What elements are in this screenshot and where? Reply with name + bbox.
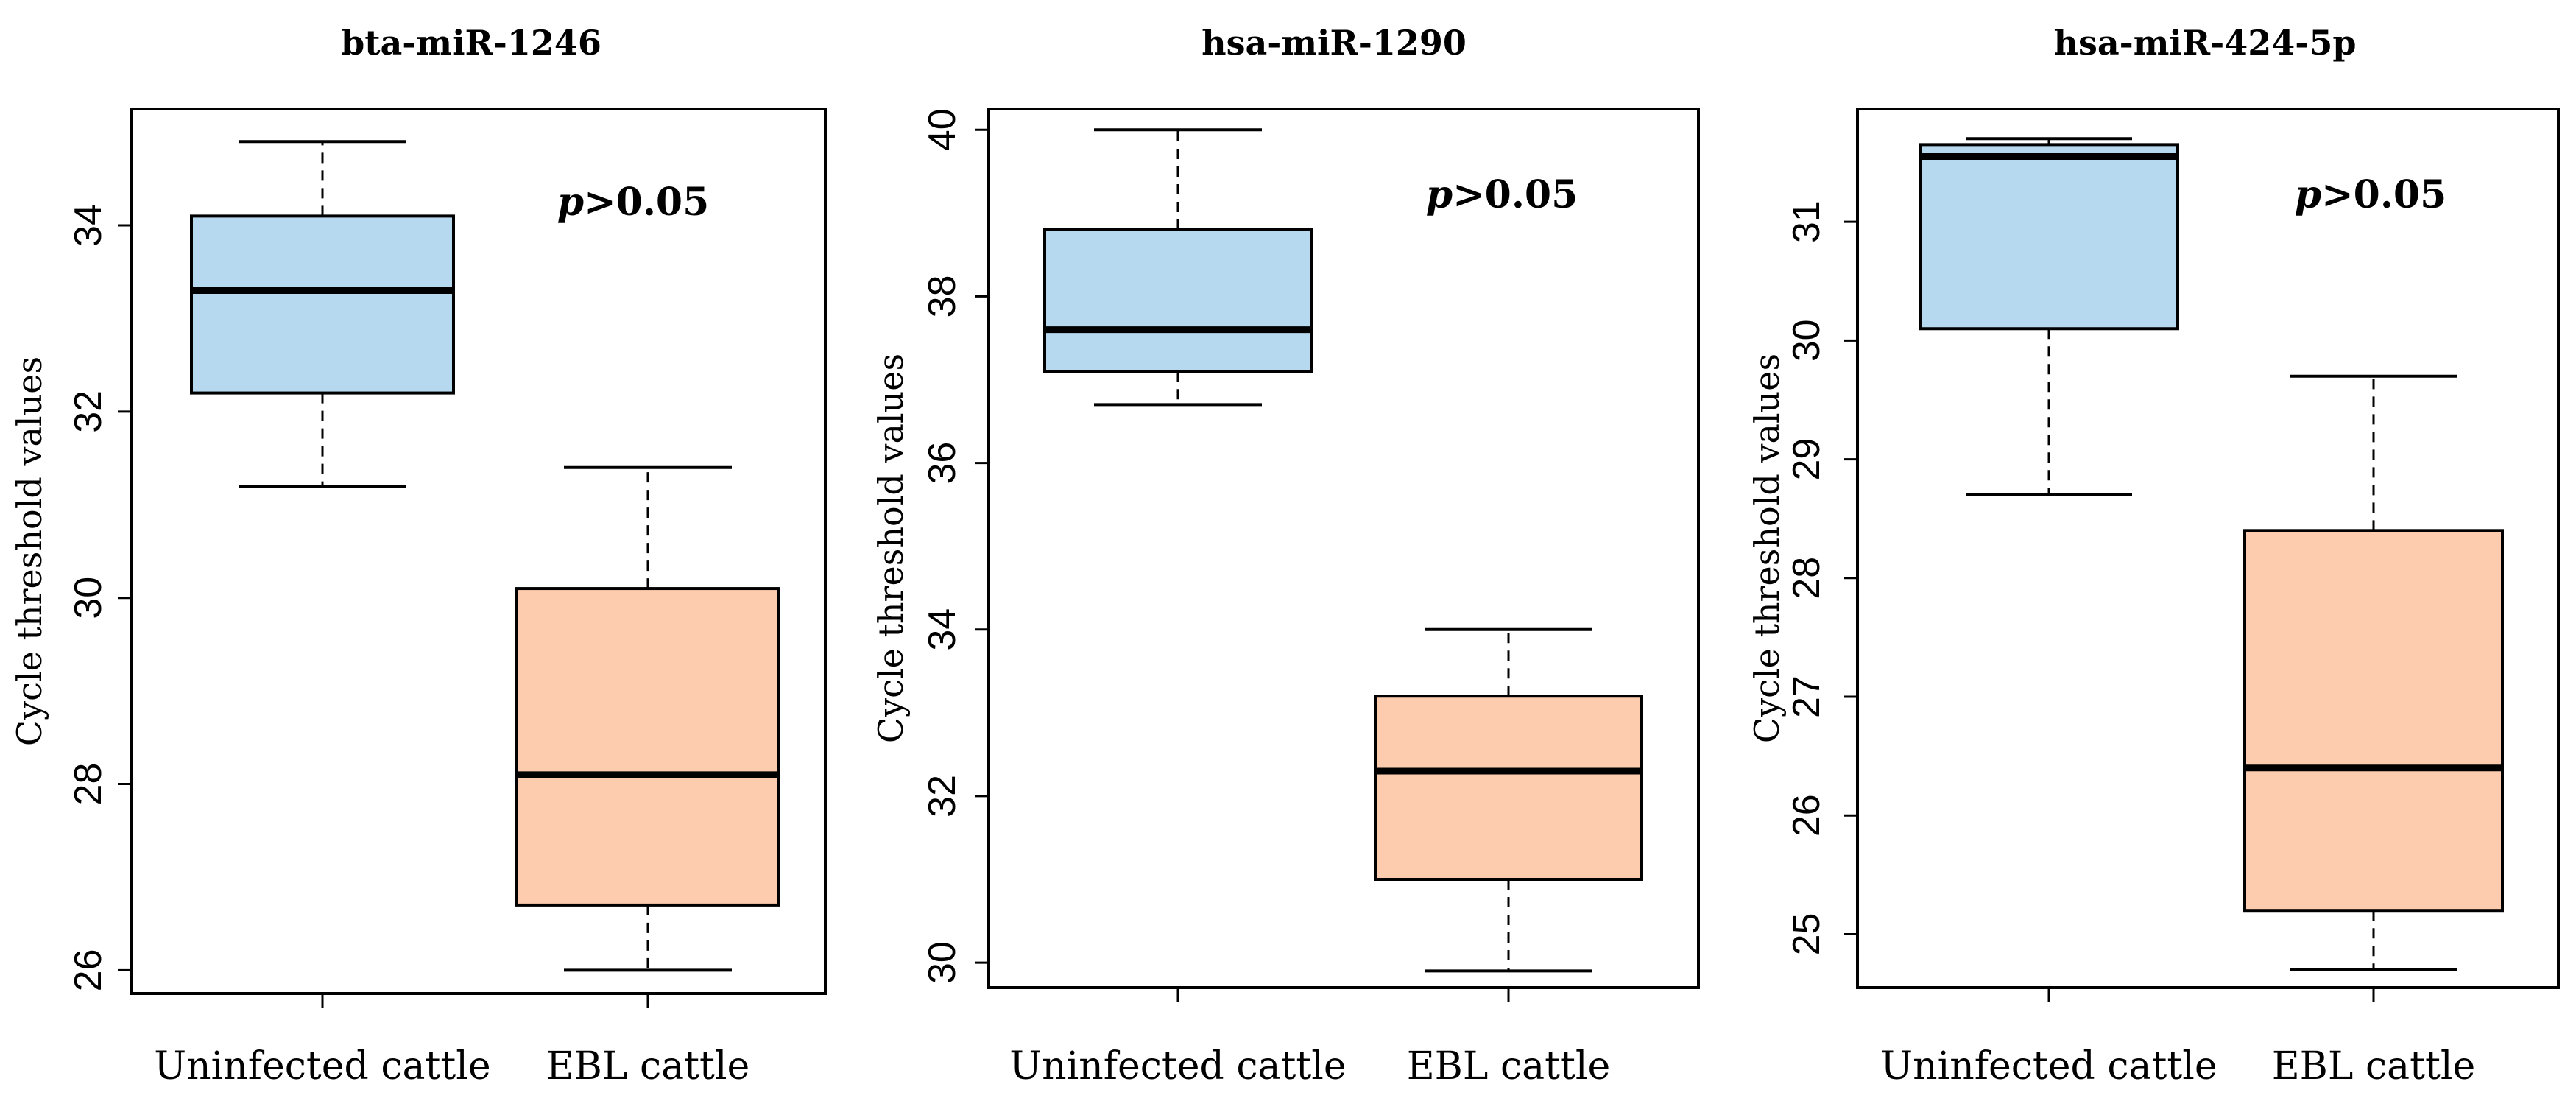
- y-tick-label: 25: [1785, 913, 1828, 956]
- x-category-label: Uninfected cattle: [1009, 1044, 1346, 1089]
- y-tick-label: 29: [1785, 438, 1828, 481]
- iqr-box: [2243, 529, 2504, 913]
- y-tick-label: 28: [1785, 557, 1828, 600]
- chart-title: hsa-miR-424-5p: [2054, 23, 2357, 63]
- box-uninfected: [1919, 137, 2179, 496]
- y-tick-label: 27: [1785, 675, 1828, 718]
- y-axis-label: Cycle threshold values: [10, 356, 49, 746]
- iqr-box: [1043, 228, 1313, 373]
- iqr-box: [190, 214, 455, 395]
- p-symbol: p: [2295, 172, 2321, 217]
- chart-panel-2: hsa-miR-1290 30 32 34 36 38 40 Cycle threshold …: [871, 23, 1700, 1089]
- iqr-box: [1374, 695, 1643, 881]
- plot-frame: [130, 108, 827, 995]
- p-threshold: >0.05: [1453, 172, 1578, 217]
- box-ebl: [1374, 627, 1643, 973]
- iqr-box: [1919, 143, 2179, 331]
- plot-frame: [1856, 108, 2560, 989]
- y-tick-label: 28: [67, 763, 110, 806]
- box-uninfected: [1043, 128, 1313, 407]
- x-category-label: Uninfected cattle: [154, 1044, 490, 1089]
- p-value-annotation: p>0.05: [557, 180, 710, 225]
- iqr-box: [515, 587, 780, 907]
- p-threshold: >0.05: [2321, 172, 2446, 217]
- chart-panel-3: hsa-miR-424-5p 25 26 27 28 29 30 31 Cycle thresh…: [1747, 23, 2560, 1089]
- x-category-label: EBL cattle: [546, 1044, 750, 1089]
- chart-title: bta-miR-1246: [341, 23, 601, 63]
- chart-title: hsa-miR-1290: [1201, 23, 1467, 63]
- y-tick-label: 40: [921, 108, 964, 151]
- y-tick-label: 30: [921, 941, 964, 984]
- box-uninfected: [190, 140, 455, 488]
- p-symbol: p: [557, 180, 584, 225]
- y-tick-label: 38: [921, 275, 964, 318]
- y-tick-label: 32: [67, 390, 110, 433]
- x-category-label: EBL cattle: [1407, 1044, 1611, 1089]
- y-tick-label: 31: [1785, 200, 1828, 243]
- y-tick-label: 26: [1785, 794, 1828, 837]
- x-category-label: Uninfected cattle: [1880, 1044, 2217, 1089]
- plot-frame: [987, 108, 1700, 989]
- y-tick-label: 36: [921, 442, 964, 485]
- p-threshold: >0.05: [584, 180, 709, 225]
- box-ebl: [2243, 374, 2504, 971]
- x-category-label: EBL cattle: [2272, 1044, 2476, 1089]
- box-ebl: [515, 465, 780, 972]
- p-value-annotation: p>0.05: [2295, 172, 2447, 217]
- y-tick-label: 30: [1785, 319, 1828, 362]
- y-tick-label: 26: [67, 949, 110, 991]
- chart-panel-1: bta-miR-1246 26 28 30 32 34 Cycle threshold va…: [10, 23, 827, 1089]
- y-tick-label: 34: [67, 204, 110, 247]
- p-value-annotation: p>0.05: [1426, 172, 1578, 217]
- y-axis-label: Cycle threshold values: [871, 354, 911, 743]
- y-tick-label: 34: [921, 608, 964, 651]
- p-symbol: p: [1426, 172, 1453, 217]
- y-axis-label: Cycle threshold values: [1747, 354, 1787, 743]
- y-tick-label: 32: [921, 775, 964, 818]
- y-tick-label: 30: [67, 577, 110, 619]
